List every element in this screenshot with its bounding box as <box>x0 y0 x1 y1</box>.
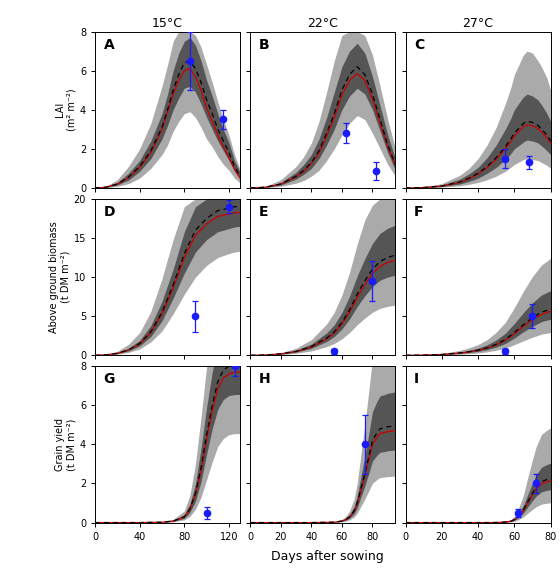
Title: 15°C: 15°C <box>152 17 183 30</box>
Text: C: C <box>414 38 424 52</box>
Title: 27°C: 27°C <box>462 17 494 30</box>
Text: A: A <box>104 38 115 52</box>
Text: B: B <box>259 38 269 52</box>
Y-axis label: Grain yield
(t DM m⁻²): Grain yield (t DM m⁻²) <box>55 418 77 471</box>
Text: Days after sowing: Days after sowing <box>271 550 383 563</box>
Title: 22°C: 22°C <box>307 17 338 30</box>
Y-axis label: LAI
(m² m⁻²): LAI (m² m⁻²) <box>55 88 77 131</box>
Text: D: D <box>104 205 115 219</box>
Text: E: E <box>259 205 268 219</box>
Text: G: G <box>104 372 115 386</box>
Text: F: F <box>414 205 424 219</box>
Y-axis label: Above ground biomass
(t DM m⁻²): Above ground biomass (t DM m⁻²) <box>49 221 71 333</box>
Text: I: I <box>414 372 419 386</box>
Text: H: H <box>259 372 271 386</box>
